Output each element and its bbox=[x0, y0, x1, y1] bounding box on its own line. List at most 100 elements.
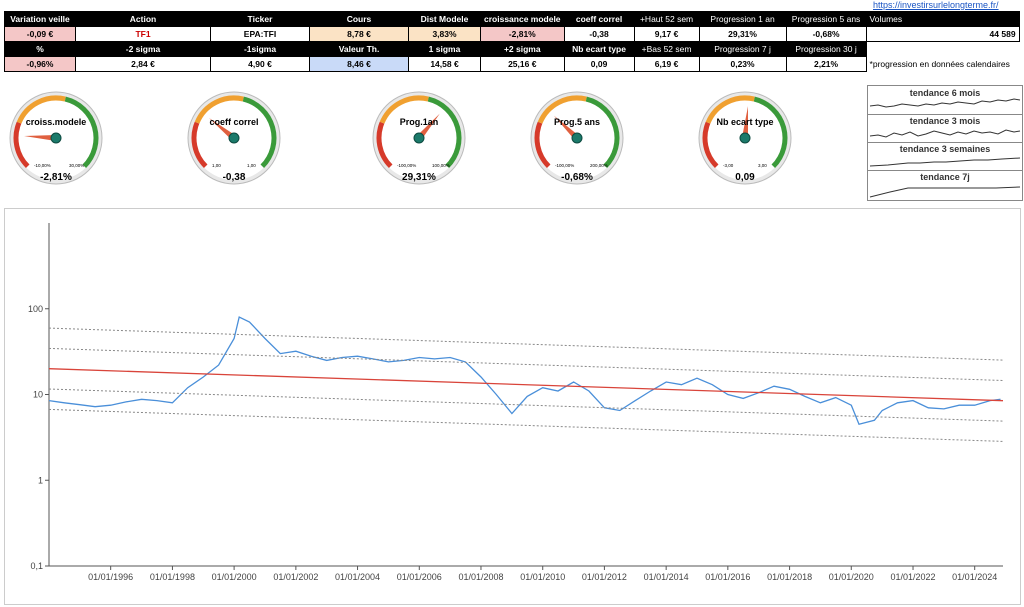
header-cell: Progression 5 ans bbox=[785, 11, 867, 27]
x-tick-label: 01/01/2010 bbox=[520, 572, 565, 582]
sigma-band-line bbox=[48, 408, 1004, 442]
gauge-title: Prog.5 ans bbox=[553, 117, 600, 127]
value-cell: 25,16 € bbox=[480, 56, 565, 72]
value-cell: 9,17 € bbox=[633, 26, 700, 42]
gauge-hub bbox=[50, 132, 62, 144]
gauge-band bbox=[13, 121, 30, 169]
sigma-band-line bbox=[48, 327, 1004, 361]
header-cell: Volumes bbox=[865, 11, 1020, 27]
header-cell: Progression 30 j bbox=[785, 41, 867, 57]
gauge-title: coeff correl bbox=[209, 117, 259, 127]
gauge-needle bbox=[742, 106, 749, 139]
gauge-value: -0,68% bbox=[561, 172, 593, 183]
gauge-title: croiss.modele bbox=[25, 117, 87, 127]
header-cell: Variation veille bbox=[4, 11, 76, 27]
header-cell: Dist Modele bbox=[408, 11, 481, 27]
x-tick-label: 01/01/2016 bbox=[705, 572, 750, 582]
calendar-note: *progression en données calendaires bbox=[866, 56, 1020, 72]
value-cell: -0,38 bbox=[563, 26, 635, 42]
gauge-max-label: 100,00% bbox=[432, 163, 450, 168]
value-cell: 44 589 bbox=[865, 26, 1020, 42]
gauge-band bbox=[427, 96, 462, 169]
gauge-band bbox=[64, 96, 99, 169]
trend-panel: tendance 6 mois tendance 3 mois tendance… bbox=[867, 85, 1023, 201]
gauge-coeff-correl: coeff correl 1,00 1,00 -0,38 bbox=[184, 90, 284, 190]
trend-sparkline bbox=[869, 186, 1021, 198]
gauge-min-label: -3,00 bbox=[723, 163, 734, 168]
gauge-band bbox=[702, 121, 719, 169]
header-cell: Valeur Th. bbox=[309, 41, 409, 57]
value-cell: -0,09 € bbox=[4, 26, 76, 42]
gauge-needle bbox=[24, 135, 57, 141]
gauge-hub bbox=[571, 132, 583, 144]
x-tick-label: 01/01/2014 bbox=[644, 572, 689, 582]
gauge-min-label: -10,00% bbox=[34, 163, 51, 168]
value-cell: 0,09 bbox=[563, 56, 635, 72]
empty-cell bbox=[866, 41, 1020, 57]
trend-label: tendance 3 semaines bbox=[899, 144, 991, 154]
gauge-croissance-modele: croiss.modele -10,00% 30,00% -2,81% bbox=[6, 90, 106, 190]
gauge-band bbox=[537, 95, 587, 124]
header-cell: Ticker bbox=[210, 11, 310, 27]
header-cell: Action bbox=[75, 11, 211, 27]
trend-sparkline bbox=[869, 98, 1021, 108]
x-tick-label: 01/01/2020 bbox=[829, 572, 874, 582]
gauge-max-label: 1,00 bbox=[247, 163, 256, 168]
trend-7j: tendance 7j bbox=[868, 170, 1022, 198]
gauge-band bbox=[242, 96, 277, 169]
gauge-band bbox=[194, 95, 244, 124]
trend-label: tendance 7j bbox=[920, 172, 970, 182]
header-cell: +Haut 52 sem bbox=[633, 11, 700, 27]
header-cell: Cours bbox=[309, 11, 409, 27]
gauge-hub bbox=[413, 132, 425, 144]
y-tick-label: 1 bbox=[38, 475, 43, 485]
header-row-2: % -2 sigma -1sigma Valeur Th. 1 sigma +2… bbox=[4, 41, 1020, 57]
x-tick-label: 01/01/2000 bbox=[212, 572, 257, 582]
x-tick-label: 01/01/1998 bbox=[150, 572, 195, 582]
trend-label: tendance 3 mois bbox=[909, 116, 981, 126]
y-tick-label: 0,1 bbox=[30, 561, 43, 571]
x-tick-label: 01/01/2004 bbox=[335, 572, 380, 582]
gauge-value: 0,09 bbox=[735, 172, 755, 183]
value-cell: 2,21% bbox=[785, 56, 867, 72]
website-link[interactable]: https://investirsurlelongterme.fr/ bbox=[873, 0, 999, 10]
gauge-hub bbox=[228, 132, 240, 144]
x-tick-label: 01/01/2018 bbox=[767, 572, 812, 582]
gauge-hub bbox=[739, 132, 751, 144]
trend-sparkline bbox=[869, 157, 1021, 167]
gauge-value: -0,38 bbox=[222, 172, 246, 183]
value-cell: 3,83% bbox=[408, 26, 481, 42]
y-tick-label: 10 bbox=[33, 390, 43, 400]
x-tick-label: 01/01/2012 bbox=[582, 572, 627, 582]
value-cell: 2,84 € bbox=[75, 56, 211, 72]
value-cell: 4,90 € bbox=[210, 56, 310, 72]
gauge-dial bbox=[372, 91, 466, 185]
gauge-needle bbox=[416, 113, 440, 140]
regression-line bbox=[48, 368, 1004, 402]
value-cell: EPA:TFI bbox=[210, 26, 310, 42]
gauge-value: 29,31% bbox=[402, 172, 436, 183]
gauge-value: -2,81% bbox=[40, 172, 72, 183]
trend-6-mois: tendance 6 mois bbox=[868, 86, 1022, 115]
stock-name-cell: TF1 bbox=[75, 26, 211, 42]
price-line bbox=[48, 316, 1001, 425]
trend-3-mois: tendance 3 mois bbox=[868, 114, 1022, 143]
header-cell: -2 sigma bbox=[75, 41, 211, 57]
gauge-min-label: -100,00% bbox=[397, 163, 417, 168]
gauge-min-label: 1,00 bbox=[212, 163, 221, 168]
gauge-dial bbox=[530, 91, 624, 185]
value-cell: 0,23% bbox=[698, 56, 787, 72]
x-tick-label: 01/01/2002 bbox=[273, 572, 318, 582]
header-cell: croissance modele bbox=[480, 11, 565, 27]
x-tick-label: 01/01/2008 bbox=[458, 572, 503, 582]
value-cell: 6,19 € bbox=[633, 56, 700, 72]
header-cell: % bbox=[4, 41, 76, 57]
gauge-prog-1-an: Prog.1an -100,00% 100,00% 29,31% bbox=[369, 90, 469, 190]
x-tick-label: 01/01/2022 bbox=[891, 572, 936, 582]
header-row-1: Variation veille Action Ticker Cours Dis… bbox=[4, 11, 1020, 27]
gauge-band bbox=[16, 95, 66, 124]
gauge-title: Prog.1an bbox=[399, 117, 439, 127]
gauge-band bbox=[376, 121, 393, 169]
x-tick-label: 01/01/2024 bbox=[952, 572, 997, 582]
header-cell: -1sigma bbox=[210, 41, 310, 57]
